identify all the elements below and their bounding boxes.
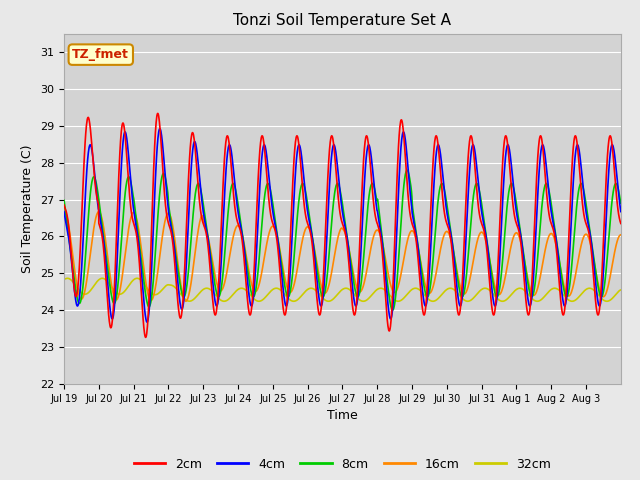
Legend: 2cm, 4cm, 8cm, 16cm, 32cm: 2cm, 4cm, 8cm, 16cm, 32cm: [129, 453, 556, 476]
X-axis label: Time: Time: [327, 409, 358, 422]
Title: Tonzi Soil Temperature Set A: Tonzi Soil Temperature Set A: [234, 13, 451, 28]
Text: TZ_fmet: TZ_fmet: [72, 48, 129, 61]
Y-axis label: Soil Temperature (C): Soil Temperature (C): [22, 144, 35, 273]
